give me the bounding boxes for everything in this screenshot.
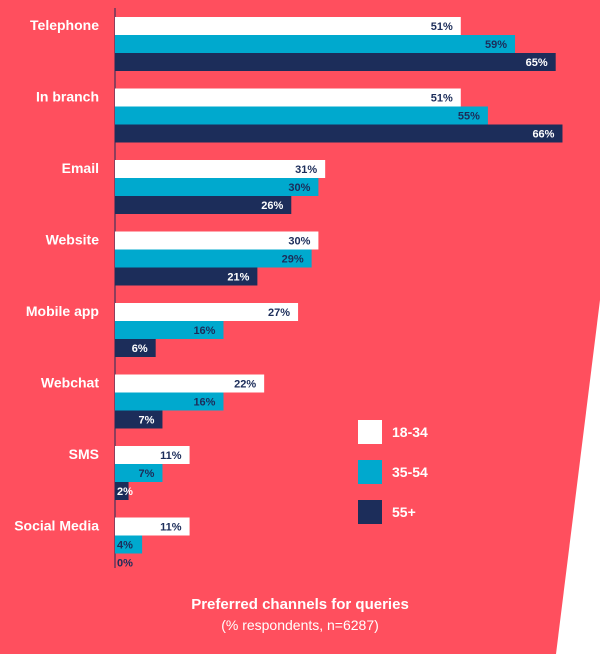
value-label-mobile-app-18-34: 27% [268, 307, 290, 319]
bar-webchat-55 [115, 410, 163, 429]
bar-website-18-34 [115, 231, 319, 250]
value-label-telephone-55: 65% [526, 57, 548, 69]
chart-title: Preferred channels for queries [191, 596, 409, 613]
bar-webchat-18-34 [115, 374, 265, 393]
value-label-webchat-55: 7% [139, 415, 155, 427]
value-label-email-55: 26% [261, 200, 283, 212]
bar-sms-55 [115, 482, 129, 500]
bar-mobile-app-55 [115, 339, 156, 357]
bar-email-35-54 [115, 178, 319, 196]
bar-in-branch-18-34 [115, 88, 461, 107]
category-label-webchat: Webchat [41, 375, 99, 391]
value-label-social-media-18-34: 11% [160, 522, 182, 534]
bar-mobile-app-18-34 [115, 303, 299, 321]
bar-in-branch-35-54 [115, 106, 488, 125]
value-label-telephone-18-34: 51% [431, 21, 453, 33]
category-label-mobile-app: Mobile app [26, 303, 99, 319]
legend-swatch-55 [358, 500, 382, 524]
value-label-sms-18-34: 11% [160, 450, 182, 462]
value-label-social-media-35-54: 4% [117, 540, 133, 552]
bar-telephone-55 [115, 53, 556, 71]
bar-sms-18-34 [115, 446, 190, 464]
value-label-telephone-35-54: 59% [485, 39, 507, 51]
category-label-sms: SMS [69, 446, 99, 462]
value-label-in-branch-35-54: 55% [458, 111, 480, 123]
bar-website-55 [115, 267, 258, 286]
bar-in-branch-55 [115, 124, 563, 143]
bar-email-18-34 [115, 160, 326, 178]
value-label-website-55: 21% [227, 272, 249, 284]
category-label-telephone: Telephone [30, 17, 99, 33]
value-label-email-35-54: 30% [288, 182, 310, 194]
value-label-mobile-app-55: 6% [132, 343, 148, 355]
bar-telephone-18-34 [115, 17, 461, 35]
legend-label-35-54: 35-54 [392, 464, 428, 480]
bar-sms-35-54 [115, 464, 163, 482]
bar-email-55 [115, 196, 292, 214]
chart-subtitle: (% respondents, n=6287) [221, 617, 379, 633]
value-label-social-media-55: 0% [117, 558, 133, 570]
category-label-email: Email [62, 160, 99, 176]
bar-social-media-35-54 [115, 535, 143, 554]
value-label-sms-35-54: 7% [139, 468, 155, 480]
legend-label-18-34: 18-34 [392, 424, 428, 440]
value-label-in-branch-18-34: 51% [431, 93, 453, 105]
value-label-website-35-54: 29% [282, 254, 304, 266]
value-label-webchat-18-34: 22% [234, 379, 256, 391]
category-label-website: Website [46, 232, 100, 248]
value-label-in-branch-55: 66% [532, 129, 554, 141]
bar-webchat-35-54 [115, 392, 224, 411]
value-label-sms-55: 2% [117, 486, 133, 498]
bar-social-media-18-34 [115, 517, 190, 536]
value-label-mobile-app-35-54: 16% [193, 325, 215, 337]
bar-mobile-app-35-54 [115, 321, 224, 339]
value-label-webchat-35-54: 16% [193, 397, 215, 409]
legend-swatch-35-54 [358, 460, 382, 484]
category-label-social-media: Social Media [14, 518, 99, 534]
value-label-email-18-34: 31% [295, 164, 317, 176]
bar-website-35-54 [115, 249, 312, 268]
legend-swatch-18-34 [358, 420, 382, 444]
bar-telephone-35-54 [115, 35, 516, 53]
category-label-in-branch: In branch [36, 89, 99, 105]
legend-label-55: 55+ [392, 504, 416, 520]
value-label-website-18-34: 30% [288, 236, 310, 248]
